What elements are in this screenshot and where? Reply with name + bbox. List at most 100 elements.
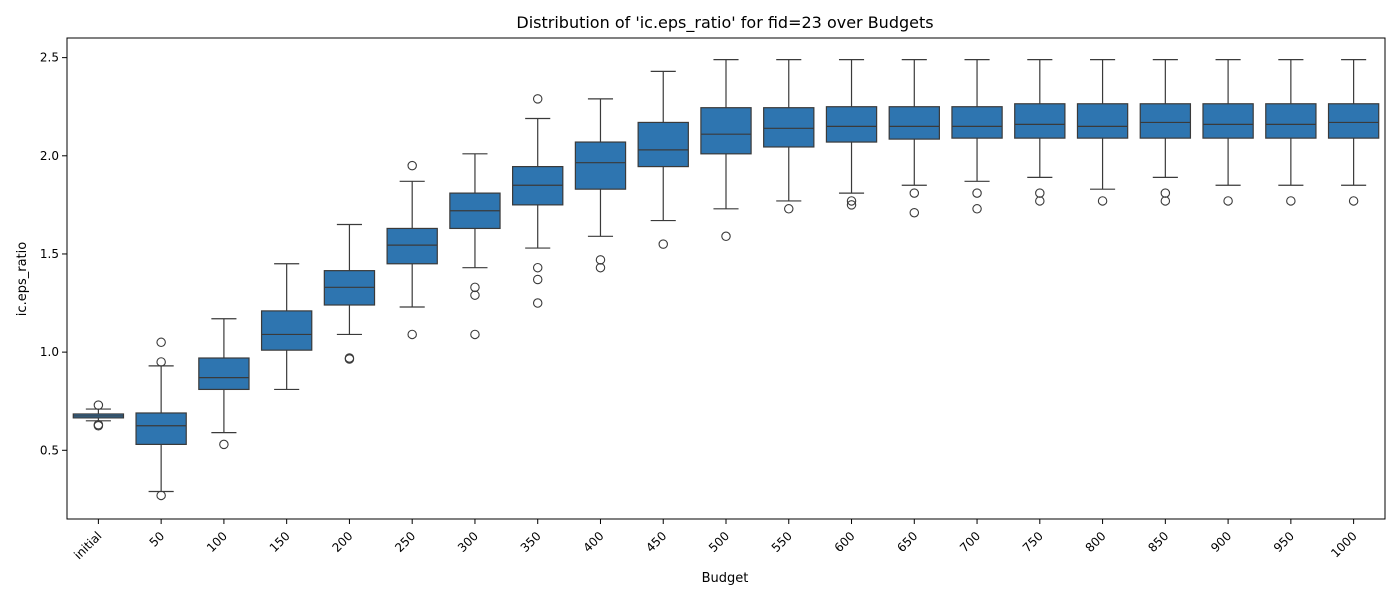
x-tick-label: initial	[71, 529, 104, 562]
x-tick-label: 500	[706, 529, 732, 555]
outlier-point	[972, 188, 982, 198]
outlier-point	[595, 255, 606, 265]
x-tick-label: 350	[518, 529, 544, 555]
outlier-point	[532, 94, 543, 104]
box-group-250	[386, 160, 438, 340]
box-group-900	[1202, 58, 1254, 206]
box-group-400	[574, 98, 627, 273]
box	[700, 107, 752, 155]
outlier-point	[470, 282, 480, 293]
y-tick-label: 1.0	[40, 345, 59, 359]
box	[825, 106, 878, 143]
outlier-point	[1035, 196, 1045, 206]
x-tick-label: 750	[1020, 529, 1046, 555]
outlier-point	[1160, 188, 1171, 198]
outlier-point	[156, 337, 166, 348]
box-group-650	[888, 58, 940, 218]
outlier-point	[846, 200, 857, 210]
outlier-point	[532, 298, 543, 308]
outlier-point	[407, 329, 417, 340]
box-group-750	[1014, 58, 1066, 206]
outlier-point	[532, 274, 543, 285]
y-tick-label: 1.5	[40, 247, 59, 261]
box-group-350	[512, 94, 564, 308]
x-tick-label: 100	[204, 529, 230, 555]
outlier-point	[595, 262, 606, 273]
outlier-point	[219, 439, 229, 450]
outlier-point	[1035, 188, 1045, 198]
box-group-200	[323, 223, 376, 364]
outlier-point	[156, 490, 166, 501]
x-tick-label: 400	[581, 529, 607, 555]
box	[637, 121, 689, 168]
box	[260, 310, 313, 351]
box	[198, 357, 250, 391]
x-tick-label: 950	[1271, 529, 1297, 555]
plot-frame	[66, 37, 1386, 520]
box	[951, 106, 1003, 139]
box-group-150	[260, 263, 313, 391]
x-tick-label: 900	[1208, 529, 1234, 555]
y-tick-label: 0.5	[40, 443, 59, 457]
box	[763, 107, 815, 148]
x-tick-label: 700	[957, 529, 983, 555]
box	[1327, 103, 1380, 139]
chart-title: Distribution of 'ic.eps_ratio' for fid=2…	[516, 13, 933, 33]
outlier-point	[93, 420, 104, 431]
plot-area: 0.5 1.0 1.5 2.0 2.5 initial 50 100 150 200 250 300 3…	[40, 51, 1380, 562]
x-tick-label: 550	[769, 529, 795, 555]
box-group-700	[951, 58, 1003, 214]
y-axis-label: ic.eps_ratio	[15, 242, 30, 316]
x-axis-label: Budget	[702, 571, 749, 586]
y-tick-label: 2.5	[40, 51, 59, 65]
outlier-point	[658, 239, 668, 249]
box-group-1000	[1327, 58, 1380, 206]
box-group-initial	[72, 400, 125, 431]
x-tick-label: 300	[455, 529, 481, 555]
outlier-point	[784, 204, 794, 214]
outlier-point	[407, 160, 417, 171]
outlier-point	[470, 290, 480, 300]
box-group-500	[700, 58, 752, 242]
box	[1014, 103, 1066, 139]
box	[1265, 103, 1317, 139]
box-group-600	[825, 58, 878, 210]
box	[1076, 103, 1129, 139]
x-tick-label: 250	[392, 529, 418, 555]
box-group-300	[449, 153, 501, 340]
x-tick-label: 800	[1083, 529, 1109, 555]
x-tick-label: 850	[1145, 529, 1171, 555]
outlier-point	[1097, 196, 1108, 206]
box	[1139, 103, 1192, 139]
x-tick-label: 650	[894, 529, 920, 555]
box-group-550	[763, 58, 815, 214]
y-tick-label: 2.0	[40, 149, 59, 163]
outlier-point	[909, 188, 920, 198]
box	[135, 412, 187, 445]
x-tick-label: 600	[832, 529, 858, 555]
x-tick-label: 450	[643, 529, 669, 555]
outlier-point	[972, 204, 982, 214]
box-group-800	[1076, 58, 1129, 206]
box-group-450	[637, 70, 689, 249]
box	[888, 106, 940, 140]
x-tick-label: 1000	[1328, 529, 1359, 560]
x-tick-label: 150	[267, 529, 293, 555]
box	[574, 141, 627, 190]
box-group-950	[1265, 58, 1317, 206]
outlier-point	[1160, 196, 1171, 206]
outlier-point	[1223, 196, 1233, 206]
x-tick-label: 50	[147, 529, 168, 550]
outlier-point	[532, 262, 543, 273]
outlier-point	[1286, 196, 1296, 206]
outlier-point	[344, 354, 355, 364]
box-group-850	[1139, 58, 1192, 206]
outlier-point	[156, 357, 166, 367]
box	[1202, 103, 1254, 139]
x-tick-label: 200	[329, 529, 355, 555]
outlier-point	[1348, 196, 1359, 206]
outlier-point	[93, 400, 104, 410]
box-group-100	[198, 318, 250, 450]
outlier-point	[470, 329, 480, 340]
